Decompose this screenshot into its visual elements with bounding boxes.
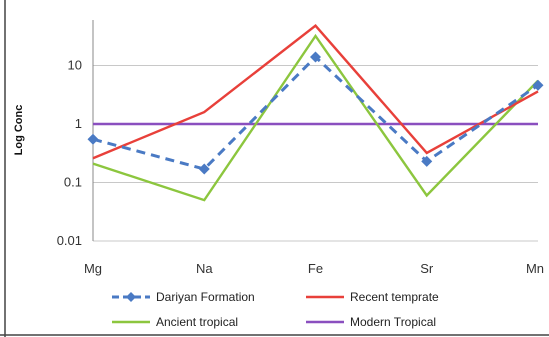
series-line-ancient-tropical	[92, 33, 539, 202]
legend-marker-dariyan-formation	[126, 292, 136, 302]
x-tick-label-na: Na	[196, 261, 213, 276]
x-tick-label-mg: Mg	[84, 261, 102, 276]
legend-label-modern-tropical: Modern Tropical	[350, 315, 436, 329]
data-point-dariyan-formation-sr	[421, 155, 433, 167]
legend-label-dariyan-formation: Dariyan Formation	[156, 290, 255, 304]
x-tick-label-sr: Sr	[420, 261, 434, 276]
y-tick-label-1: 0.1	[64, 175, 82, 190]
data-point-dariyan-formation-mn	[532, 79, 544, 91]
legend-label-recent-temprate: Recent temprate	[350, 290, 439, 304]
y-tick-label-0: 0.01	[57, 233, 82, 248]
y-axis-title: Log Conc	[13, 105, 25, 156]
y-tick-label-2: 1	[75, 116, 82, 131]
data-point-dariyan-formation-mg	[87, 133, 99, 145]
data-point-dariyan-formation-na	[198, 163, 210, 175]
y-tick-label-3: 10	[68, 58, 82, 73]
x-tick-label-fe: Fe	[308, 261, 323, 276]
data-point-dariyan-formation-fe	[310, 51, 321, 63]
x-tick-label-mn: Mn	[526, 261, 544, 276]
series-line-dariyan-formation	[92, 54, 539, 171]
legend-label-ancient-tropical: Ancient tropical	[156, 315, 238, 329]
series-line-recent-temprate	[92, 24, 539, 160]
